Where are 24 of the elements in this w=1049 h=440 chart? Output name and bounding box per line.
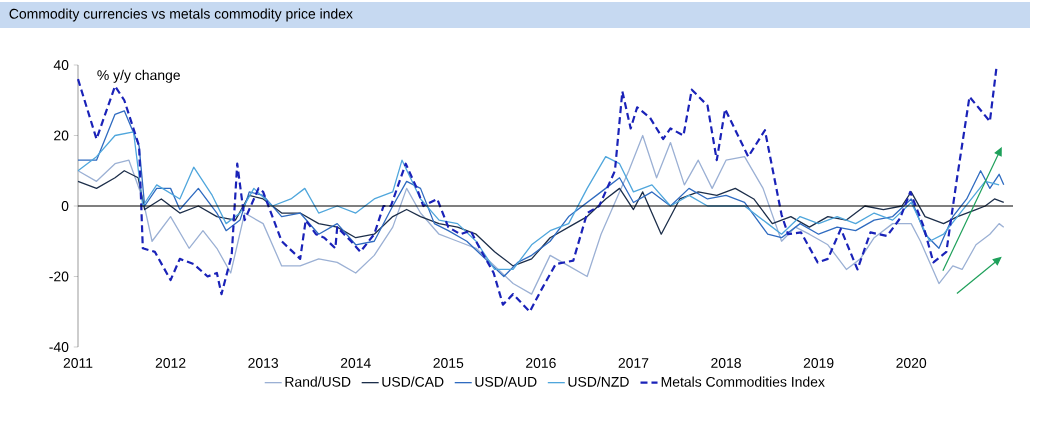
x-tick-label: 2014 (340, 358, 371, 368)
legend-label: Metals Commodities Index (661, 376, 825, 387)
x-tick-label: 2011 (63, 358, 93, 368)
y-tick-label: -40 (49, 342, 69, 352)
x-tick-label: 2020 (896, 358, 927, 368)
chart-title: Commodity currencies vs metals commodity price index (9, 8, 353, 22)
legend-label: Rand/USD (285, 376, 351, 387)
line-series (77, 170, 1005, 267)
x-tick-label: 2018 (711, 358, 741, 368)
x-tick-label: 2016 (526, 358, 556, 368)
x-tick-label: 2019 (803, 358, 834, 368)
legend-label: USD/CAD (382, 376, 444, 387)
x-tick-label: 2015 (433, 358, 464, 368)
y-tick-label: 40 (53, 60, 69, 70)
x-tick-label: 2012 (155, 358, 186, 368)
y-tick-label: -20 (49, 271, 69, 282)
line-series (76, 67, 998, 313)
y-tick-label: 0 (61, 201, 69, 211)
legend-label: USD/AUD (475, 376, 537, 387)
y-axis-title: % y/y change (97, 69, 180, 83)
y-tick-label: 20 (54, 130, 69, 141)
x-tick-label: 2017 (618, 358, 649, 368)
legend-label: USD/NZD (568, 376, 629, 387)
x-tick-label: 2013 (248, 358, 279, 368)
